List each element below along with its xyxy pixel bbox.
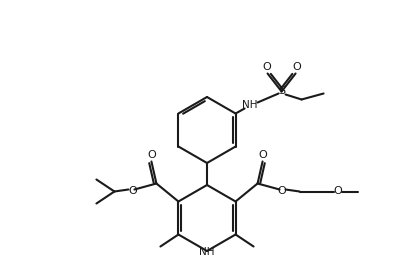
Text: NH: NH — [199, 247, 215, 257]
Text: NH: NH — [242, 100, 257, 110]
Text: O: O — [147, 150, 156, 161]
Text: O: O — [258, 150, 267, 161]
Text: O: O — [277, 185, 286, 195]
Text: S: S — [278, 86, 285, 97]
Text: O: O — [262, 62, 271, 73]
Text: O: O — [292, 62, 301, 73]
Text: O: O — [333, 187, 342, 197]
Text: O: O — [128, 185, 137, 195]
